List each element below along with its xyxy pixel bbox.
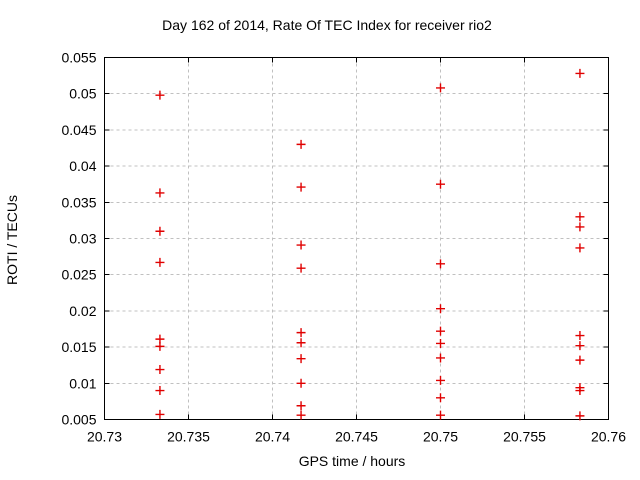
scatter-point-plus xyxy=(155,188,165,198)
scatter-point-plus xyxy=(296,240,306,250)
scatter-point-plus xyxy=(436,259,445,269)
scatter-point-plus xyxy=(575,243,585,253)
scatter-point-plus xyxy=(155,257,165,267)
scatter-point-plus xyxy=(296,263,306,273)
x-tick-label: 20.76 xyxy=(591,429,626,445)
y-axis-label: ROTI / TECUs xyxy=(4,195,20,285)
scatter-point-plus xyxy=(436,83,445,93)
scatter-point-plus xyxy=(155,226,165,236)
scatter-point-plus xyxy=(296,328,306,338)
y-tick-label: 0.025 xyxy=(61,267,96,283)
scatter-point-plus xyxy=(575,68,585,78)
data-points xyxy=(155,68,585,421)
scatter-point-plus xyxy=(575,341,585,351)
scatter-point-plus xyxy=(296,401,306,411)
scatter-point-plus xyxy=(155,386,165,396)
x-tick-label: 20.75 xyxy=(423,429,458,445)
chart-title: Day 162 of 2014, Rate Of TEC Index for r… xyxy=(162,17,492,33)
y-tick-labels: 0.005 0.01 0.015 0.02 0.025 0.03 0.035 0.04 0.04… xyxy=(61,50,96,428)
scatter-point-plus xyxy=(575,355,585,365)
scatter-point-plus xyxy=(436,179,445,189)
y-tick-label: 0.035 xyxy=(61,194,96,210)
x-axis-label: GPS time / hours xyxy=(299,453,406,469)
scatter-point-plus xyxy=(155,409,165,419)
y-tick-label: 0.03 xyxy=(69,231,96,247)
scatter-point-plus xyxy=(155,365,165,375)
axis-ticks xyxy=(104,57,609,420)
scatter-point-plus xyxy=(436,375,445,385)
scatter-point-plus xyxy=(436,338,445,348)
scatter-point-plus xyxy=(575,331,585,341)
y-tick-label: 0.005 xyxy=(61,412,96,428)
scatter-point-plus xyxy=(296,139,306,149)
x-tick-label: 20.735 xyxy=(167,429,210,445)
y-tick-label: 0.04 xyxy=(69,158,96,174)
x-tick-label: 20.745 xyxy=(335,429,378,445)
scatter-point-plus xyxy=(296,182,306,192)
scatter-point-plus xyxy=(436,326,445,336)
x-tick-label: 20.755 xyxy=(503,429,546,445)
scatter-point-plus xyxy=(155,341,165,351)
y-tick-label: 0.02 xyxy=(69,303,96,319)
scatter-point-plus xyxy=(436,353,445,363)
scatter-point-plus xyxy=(296,338,306,348)
x-tick-labels: 20.73 20.735 20.74 20.745 20.75 20.755 20.76 xyxy=(87,429,626,445)
scatter-point-plus xyxy=(575,212,585,222)
scatter-point-plus xyxy=(575,222,585,232)
scatter-point-plus xyxy=(436,393,445,403)
scatter-point-plus xyxy=(155,90,165,100)
scatter-point-plus xyxy=(436,304,445,314)
y-tick-label: 0.045 xyxy=(61,122,96,138)
y-tick-label: 0.05 xyxy=(69,86,96,102)
scatter-point-plus xyxy=(296,378,306,388)
scatter-point-plus xyxy=(575,386,585,396)
x-tick-label: 20.73 xyxy=(87,429,122,445)
y-tick-label: 0.01 xyxy=(69,375,96,391)
scatter-point-plus xyxy=(296,410,306,420)
y-tick-label: 0.055 xyxy=(61,50,96,66)
scatter-point-plus xyxy=(575,411,585,421)
gridlines xyxy=(104,57,609,420)
x-tick-label: 20.74 xyxy=(255,429,290,445)
y-tick-label: 0.015 xyxy=(61,339,96,355)
scatter-point-plus xyxy=(436,410,445,420)
scatter-point-plus xyxy=(296,354,306,364)
